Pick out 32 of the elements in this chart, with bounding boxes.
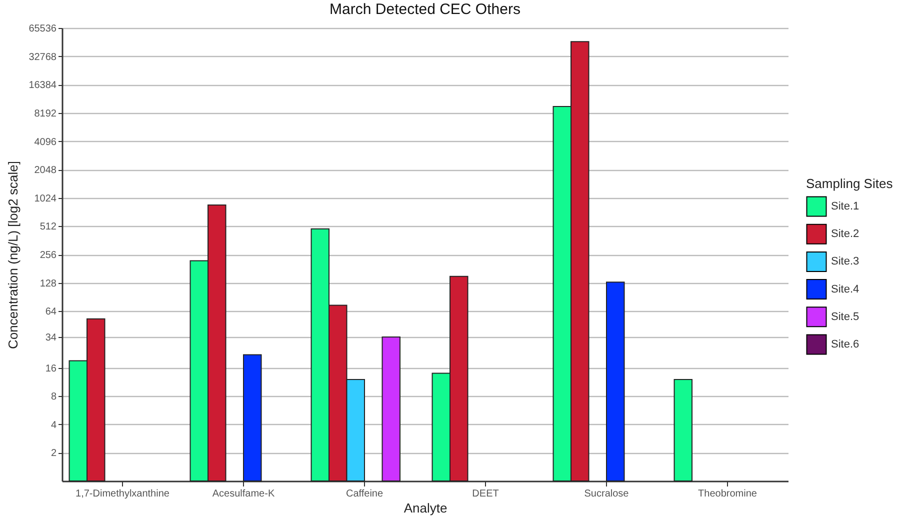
- x-tick-label: 1,7-Dimethylxanthine: [76, 488, 170, 500]
- y-tick-label: 2048: [34, 165, 57, 176]
- legend-label: Site.3: [831, 256, 860, 268]
- y-tick-label: 8: [50, 392, 57, 403]
- y-tick-label: 16: [45, 363, 57, 374]
- y-tick-label: 128: [40, 278, 57, 290]
- x-tick-label: Theobromine: [698, 488, 758, 500]
- legend-label: Site.2: [831, 228, 860, 240]
- legend-title: Sampling Sites: [806, 176, 894, 191]
- y-tick-label: 34: [45, 332, 57, 344]
- chart-title: March Detected CEC Others: [330, 1, 520, 18]
- y-tick-label: 1024: [34, 193, 57, 204]
- legend-label: Site.5: [831, 310, 860, 323]
- y-tick-label: 4: [50, 420, 57, 431]
- y-tick-label: 65536: [28, 24, 57, 34]
- legend-label: Site.1: [831, 200, 860, 212]
- y-tick-label: 4096: [34, 136, 57, 148]
- x-tick-label: Sucralose: [584, 488, 630, 500]
- y-axis-title: Concentration (ng/L) [log2 scale]: [6, 161, 21, 349]
- x-axis-title: Analyte: [404, 500, 448, 516]
- x-tick-label: Acesulfame-K: [212, 488, 275, 500]
- y-tick-label: 2: [50, 448, 57, 460]
- y-tick-label: 64: [45, 306, 57, 318]
- y-tick-label: 16384: [28, 80, 57, 92]
- legend-label: Site.4: [831, 283, 860, 296]
- x-tick-label: Caffeine: [346, 488, 384, 500]
- y-tick-label: 256: [40, 250, 57, 261]
- y-tick-label: 512: [40, 222, 57, 233]
- y-tick-label: 32768: [28, 52, 57, 63]
- legend-label: Site.6: [831, 338, 860, 350]
- y-tick-label: 8192: [34, 108, 57, 120]
- x-tick-label: DEET: [472, 488, 499, 500]
